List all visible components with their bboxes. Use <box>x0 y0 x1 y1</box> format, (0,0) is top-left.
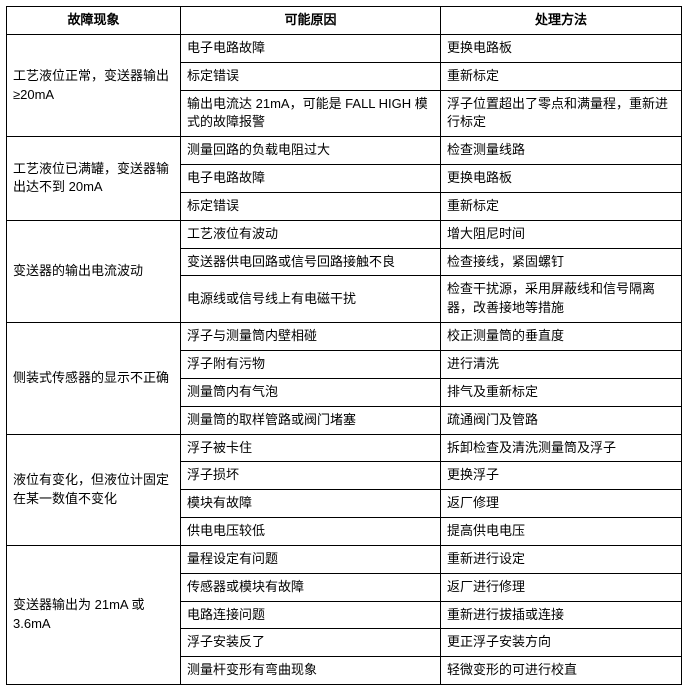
table-row: 变送器输出为 21mA 或 3.6mA量程设定有问题重新进行设定 <box>7 545 682 573</box>
cell-solution: 增大阻尼时间 <box>441 220 682 248</box>
cell-cause: 浮子安装反了 <box>181 629 441 657</box>
table-body: 工艺液位正常，变送器输出≥20mA电子电路故障更换电路板标定错误重新标定输出电流… <box>7 34 682 684</box>
cell-solution: 返厂修理 <box>441 490 682 518</box>
cell-symptom: 液位有变化，但液位计固定在某一数值不变化 <box>7 434 181 545</box>
cell-cause: 传感器或模块有故障 <box>181 573 441 601</box>
cell-solution: 返厂进行修理 <box>441 573 682 601</box>
cell-solution: 重新进行拔插或连接 <box>441 601 682 629</box>
cell-cause: 电路连接问题 <box>181 601 441 629</box>
table-row: 侧装式传感器的显示不正确浮子与测量筒内壁相碰校正测量筒的垂直度 <box>7 323 682 351</box>
table-row: 工艺液位已满罐，变送器输出达不到 20mA测量回路的负载电阻过大检查测量线路 <box>7 137 682 165</box>
cell-cause: 输出电流达 21mA，可能是 FALL HIGH 模式的故障报警 <box>181 90 441 137</box>
cell-solution: 提高供电电压 <box>441 518 682 546</box>
cell-solution: 更换电路板 <box>441 165 682 193</box>
cell-cause: 标定错误 <box>181 62 441 90</box>
cell-solution: 检查测量线路 <box>441 137 682 165</box>
cell-cause: 测量筒的取样管路或阀门堵塞 <box>181 406 441 434</box>
cell-solution: 更换电路板 <box>441 34 682 62</box>
cell-cause: 供电电压较低 <box>181 518 441 546</box>
cell-solution: 更正浮子安装方向 <box>441 629 682 657</box>
cell-cause: 浮子损坏 <box>181 462 441 490</box>
table-row: 液位有变化，但液位计固定在某一数值不变化浮子被卡住拆卸检查及清洗测量筒及浮子 <box>7 434 682 462</box>
cell-solution: 进行清洗 <box>441 350 682 378</box>
cell-solution: 检查干扰源，采用屏蔽线和信号隔离器，改善接地等措施 <box>441 276 682 323</box>
cell-cause: 电子电路故障 <box>181 34 441 62</box>
cell-solution: 排气及重新标定 <box>441 378 682 406</box>
cell-solution: 检查接线，紧固螺钉 <box>441 248 682 276</box>
cell-cause: 量程设定有问题 <box>181 545 441 573</box>
cell-cause: 模块有故障 <box>181 490 441 518</box>
cell-cause: 浮子被卡住 <box>181 434 441 462</box>
table-header: 故障现象 可能原因 处理方法 <box>7 7 682 35</box>
cell-solution: 重新标定 <box>441 62 682 90</box>
cell-symptom: 工艺液位正常，变送器输出≥20mA <box>7 34 181 136</box>
cell-solution: 疏通阀门及管路 <box>441 406 682 434</box>
table-row: 工艺液位正常，变送器输出≥20mA电子电路故障更换电路板 <box>7 34 682 62</box>
cell-solution: 拆卸检查及清洗测量筒及浮子 <box>441 434 682 462</box>
cell-cause: 测量筒内有气泡 <box>181 378 441 406</box>
cell-cause: 工艺液位有波动 <box>181 220 441 248</box>
cell-cause: 测量回路的负载电阻过大 <box>181 137 441 165</box>
table-row: 变送器的输出电流波动工艺液位有波动增大阻尼时间 <box>7 220 682 248</box>
cell-solution: 轻微变形的可进行校直 <box>441 657 682 685</box>
cell-cause: 浮子附有污物 <box>181 350 441 378</box>
cell-solution: 更换浮子 <box>441 462 682 490</box>
cell-symptom: 侧装式传感器的显示不正确 <box>7 323 181 434</box>
header-solution: 处理方法 <box>441 7 682 35</box>
header-cause: 可能原因 <box>181 7 441 35</box>
cell-cause: 测量杆变形有弯曲现象 <box>181 657 441 685</box>
cell-solution: 重新进行设定 <box>441 545 682 573</box>
cell-cause: 浮子与测量筒内壁相碰 <box>181 323 441 351</box>
cell-solution: 重新标定 <box>441 192 682 220</box>
cell-symptom: 工艺液位已满罐，变送器输出达不到 20mA <box>7 137 181 221</box>
cell-solution: 校正测量筒的垂直度 <box>441 323 682 351</box>
cell-solution: 浮子位置超出了零点和满量程，重新进行标定 <box>441 90 682 137</box>
cell-symptom: 变送器输出为 21mA 或 3.6mA <box>7 545 181 684</box>
troubleshooting-table: 故障现象 可能原因 处理方法 工艺液位正常，变送器输出≥20mA电子电路故障更换… <box>6 6 682 685</box>
cell-cause: 电子电路故障 <box>181 165 441 193</box>
cell-symptom: 变送器的输出电流波动 <box>7 220 181 322</box>
cell-cause: 变送器供电回路或信号回路接触不良 <box>181 248 441 276</box>
cell-cause: 标定错误 <box>181 192 441 220</box>
cell-cause: 电源线或信号线上有电磁干扰 <box>181 276 441 323</box>
header-symptom: 故障现象 <box>7 7 181 35</box>
